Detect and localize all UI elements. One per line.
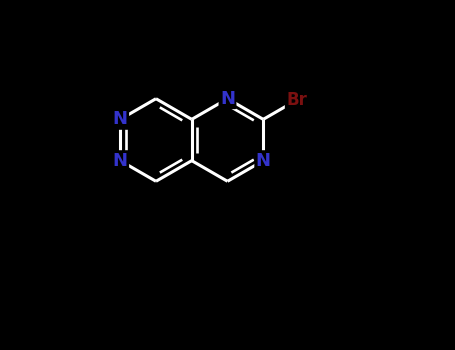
Text: N: N [113,152,128,170]
Text: N: N [113,110,128,128]
Text: N: N [256,152,271,170]
Text: N: N [220,90,235,108]
Text: Br: Br [286,91,307,109]
